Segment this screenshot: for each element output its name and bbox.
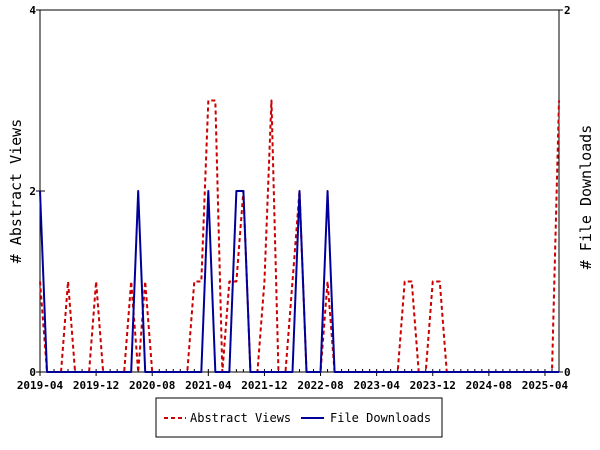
y-left-tick-label: 2 <box>29 185 36 198</box>
x-tick-label: 2019-04 <box>17 379 64 392</box>
y-right-tick-label: 0 <box>564 366 571 379</box>
legend-label-abstract-views: Abstract Views <box>190 411 291 425</box>
x-tick-label: 2025-04 <box>522 379 569 392</box>
series-layer <box>39 99 560 373</box>
y-axis-right-title: # File Downloads <box>577 125 595 270</box>
x-tick-label: 2021-12 <box>241 379 287 392</box>
y-right-tick-label: 2 <box>564 4 571 17</box>
x-axis-ticks: 2019-04 2019-12 2020-08 2021-04 2021-12 2022-… <box>17 369 569 392</box>
x-tick-label: 2023-12 <box>410 379 456 392</box>
x-tick-label: 2021-04 <box>185 379 232 392</box>
legend-label-file-downloads: File Downloads <box>330 411 431 425</box>
y-left-tick-label: 0 <box>29 366 36 379</box>
x-tick-label: 2020-08 <box>129 379 175 392</box>
legend: Abstract Views File Downloads <box>155 397 443 438</box>
legend-box <box>155 397 443 438</box>
y-left-tick-label: 4 <box>29 4 36 17</box>
x-tick-label: 2022-08 <box>297 379 343 392</box>
x-tick-label: 2024-08 <box>466 379 512 392</box>
y-axis-left-title: # Abstract Views <box>7 119 25 264</box>
series-line-file-downloads <box>39 190 559 373</box>
y-axis-ticks: 0 2 4 0 2 <box>29 4 570 379</box>
x-tick-label: 2023-04 <box>353 379 400 392</box>
x-tick-label: 2019-12 <box>73 379 119 392</box>
